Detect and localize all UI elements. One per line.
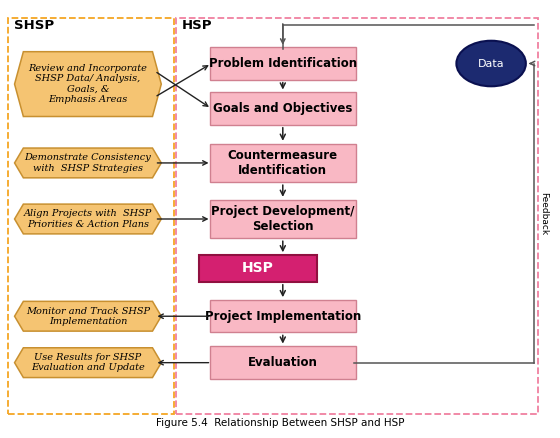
Text: Evaluation: Evaluation: [248, 356, 318, 369]
Text: Figure 5.4  Relationship Between SHSP and HSP: Figure 5.4 Relationship Between SHSP and…: [156, 418, 404, 428]
Text: Feedback: Feedback: [539, 191, 548, 235]
Ellipse shape: [456, 41, 526, 86]
FancyBboxPatch shape: [209, 47, 356, 80]
Text: Data: Data: [478, 59, 505, 68]
FancyBboxPatch shape: [209, 144, 356, 182]
Text: Demonstrate Consistency
with  SHSP Strategies: Demonstrate Consistency with SHSP Strate…: [25, 153, 151, 173]
Polygon shape: [15, 204, 161, 234]
FancyBboxPatch shape: [209, 200, 356, 238]
Polygon shape: [15, 52, 161, 117]
Polygon shape: [15, 148, 161, 178]
Polygon shape: [15, 348, 161, 378]
FancyBboxPatch shape: [198, 255, 317, 282]
Text: Align Projects with  SHSP
Priorities & Action Plans: Align Projects with SHSP Priorities & Ac…: [24, 209, 152, 229]
Polygon shape: [15, 301, 161, 331]
Text: Problem Identification: Problem Identification: [209, 57, 357, 70]
Text: Project Development/
Selection: Project Development/ Selection: [211, 205, 354, 233]
FancyBboxPatch shape: [209, 92, 356, 125]
Text: Countermeasure
Identification: Countermeasure Identification: [228, 149, 338, 177]
FancyBboxPatch shape: [209, 300, 356, 332]
FancyBboxPatch shape: [209, 346, 356, 379]
Text: HSP: HSP: [242, 261, 273, 276]
Text: Review and Incorporate
SHSP Data/ Analysis,
Goals, &
Emphasis Areas: Review and Incorporate SHSP Data/ Analys…: [29, 64, 147, 104]
Text: Monitor and Track SHSP
Implementation: Monitor and Track SHSP Implementation: [26, 307, 150, 326]
Text: Project Implementation: Project Implementation: [204, 310, 361, 323]
Text: HSP: HSP: [182, 19, 212, 32]
Text: SHSP: SHSP: [14, 19, 54, 32]
Text: Goals and Objectives: Goals and Objectives: [213, 102, 352, 115]
Text: Use Results for SHSP
Evaluation and Update: Use Results for SHSP Evaluation and Upda…: [31, 353, 145, 372]
